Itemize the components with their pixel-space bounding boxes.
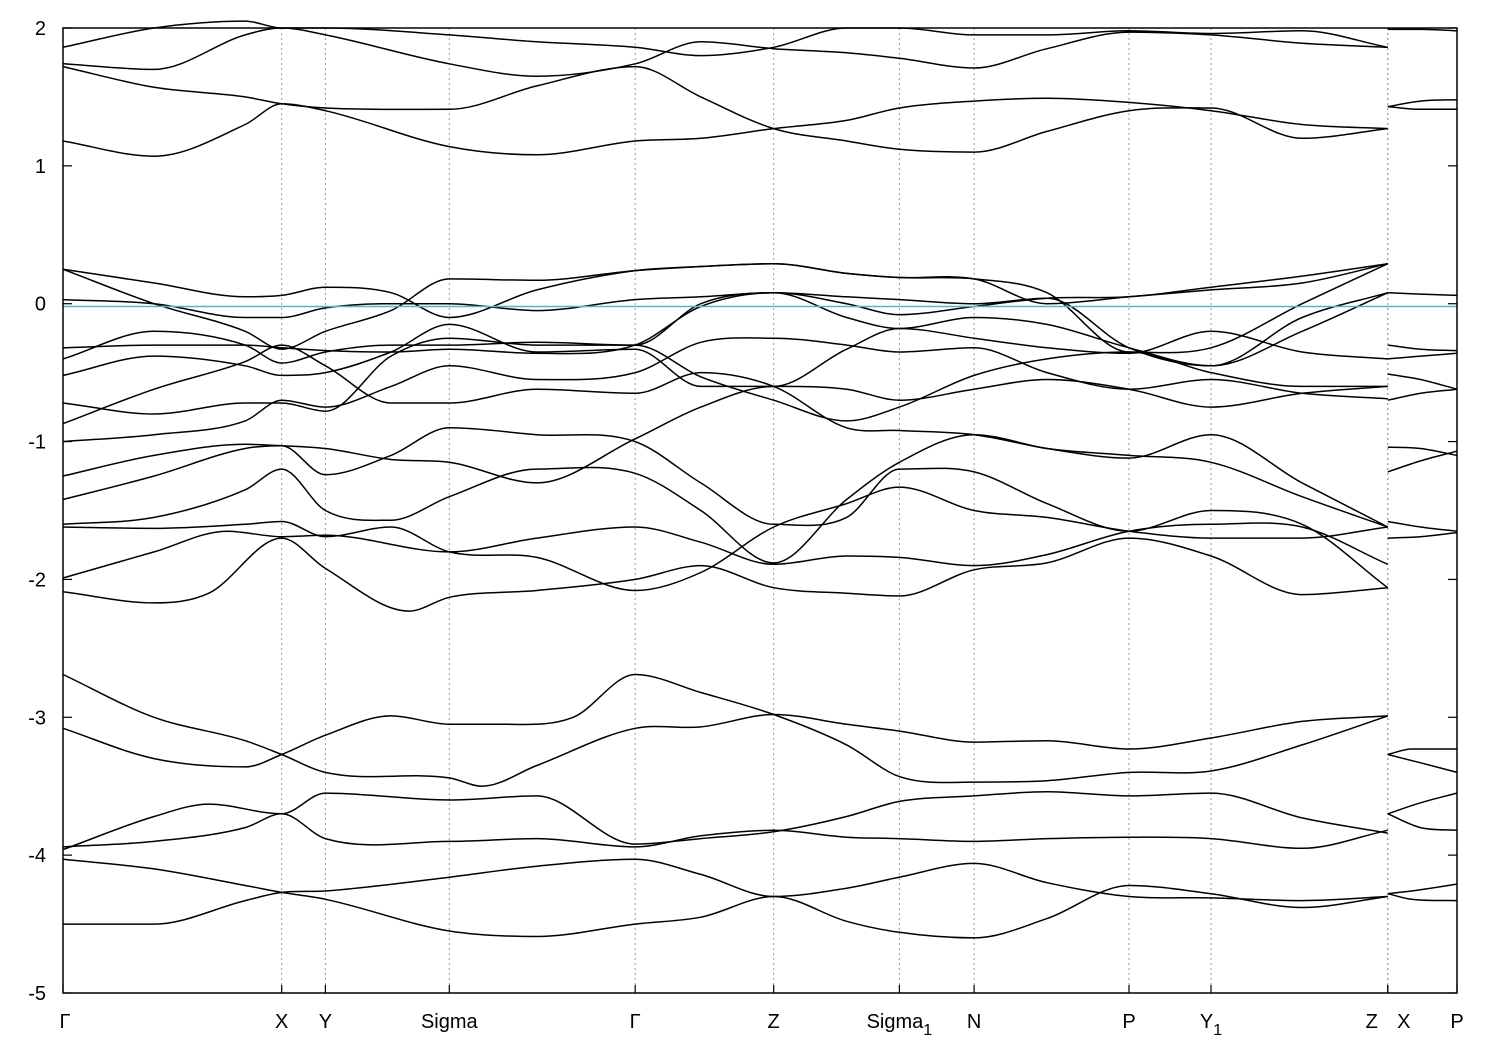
high-symmetry-gridlines: [281, 28, 1389, 993]
band-26: [1387, 883, 1458, 895]
band-12: [62, 378, 1388, 484]
band-6: [62, 673, 1388, 787]
band-16: [62, 323, 1388, 388]
band-40: [1387, 291, 1458, 297]
x-tick-label-2: Y: [319, 1011, 332, 1033]
band-4: [62, 813, 1388, 850]
k-point-name: Sigma: [421, 1011, 479, 1033]
band-24: [62, 27, 1388, 77]
x-tick-label-11: X: [1397, 1011, 1410, 1033]
x-tick-label-1: X: [275, 1011, 288, 1033]
band-31: [1387, 753, 1458, 774]
k-point-name: Y: [319, 1011, 332, 1033]
band-33: [1387, 531, 1458, 539]
band-2: [62, 858, 1388, 939]
band-20: [62, 262, 1389, 354]
band-5: [62, 673, 1389, 784]
y-tick-label-5: -3: [28, 707, 46, 729]
band-35: [1387, 446, 1458, 457]
y-tick-label-4: -2: [28, 569, 46, 591]
band-41: [1387, 98, 1458, 108]
k-point-name: Γ: [59, 1011, 70, 1033]
band-30: [1387, 748, 1457, 756]
k-point-name: P: [1122, 1011, 1135, 1033]
band-lines: [62, 20, 1458, 939]
band-15: [62, 337, 1388, 422]
x-tick-label-3: Sigma: [421, 1011, 479, 1033]
band-10: [62, 433, 1389, 564]
band-36: [1387, 388, 1458, 401]
band-42: [1387, 105, 1457, 111]
band-19: [62, 291, 1389, 367]
band-21: [62, 262, 1388, 319]
k-point-name: Γ: [630, 1011, 641, 1033]
x-tick-label-8: P: [1122, 1011, 1135, 1033]
k-point-name: P: [1450, 1011, 1463, 1033]
band-43: [1387, 28, 1458, 32]
band-32: [1387, 520, 1458, 532]
band-29: [1387, 813, 1458, 832]
y-tick-label-0: 2: [35, 18, 46, 40]
band-23: [62, 65, 1388, 153]
k-point-name: Z: [1366, 1011, 1378, 1033]
x-tick-label-4: Γ: [630, 1011, 641, 1033]
y-tick-label-7: -5: [28, 983, 46, 1005]
band-9: [62, 486, 1388, 592]
k-point-subscript: 1: [923, 1022, 932, 1039]
band-7: [62, 537, 1388, 612]
k-point-name: X: [275, 1011, 288, 1033]
band-37: [1387, 373, 1458, 390]
band-13: [62, 337, 1388, 443]
band-28: [1387, 792, 1458, 815]
band-25: [62, 20, 1388, 57]
k-point-name: Y: [1200, 1011, 1213, 1033]
band-27: [1387, 892, 1458, 902]
k-point-name: Z: [768, 1011, 780, 1033]
band-1: [62, 858, 1388, 925]
k-point-name: X: [1397, 1011, 1410, 1033]
x-tick-label-5: Z: [768, 1011, 780, 1033]
y-tick-label-2: 0: [35, 294, 46, 316]
y-tick-label-1: 1: [35, 156, 46, 178]
band-34: [1387, 450, 1458, 473]
k-point-name: N: [967, 1011, 981, 1033]
band-14: [62, 344, 1389, 528]
band-22: [62, 97, 1388, 157]
band-17: [62, 291, 1389, 367]
band-38: [1387, 352, 1458, 360]
k-point-name: Sigma: [867, 1011, 925, 1033]
y-tick-label-3: -1: [28, 432, 46, 454]
y-axis-ticks: 2 1 0 -1 -2 -3 -4 -5: [28, 18, 1457, 1005]
plot-frame: [62, 27, 1458, 994]
x-tick-label-9: Y1: [1200, 1011, 1222, 1039]
x-tick-label-0: Γ: [59, 1011, 70, 1033]
band-11: [62, 427, 1389, 589]
x-tick-label-12: P: [1450, 1011, 1463, 1033]
x-tick-label-7: N: [967, 1011, 981, 1033]
x-tick-label-6: Sigma1: [867, 1011, 933, 1039]
k-point-subscript: 1: [1213, 1022, 1222, 1039]
x-axis-ticks: Γ X Y Sigma Γ Z Sigma1 N P Y1 Z X P: [59, 985, 1464, 1039]
band-39: [1387, 344, 1458, 352]
x-tick-label-10: Z: [1366, 1011, 1378, 1033]
y-tick-label-6: -4: [28, 845, 46, 867]
